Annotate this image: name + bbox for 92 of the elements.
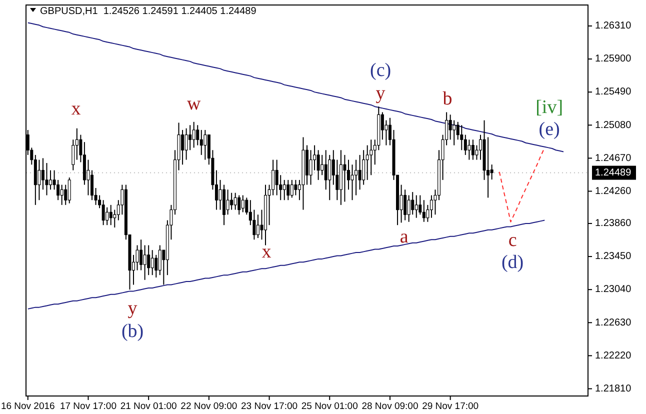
candlestick (346, 159, 350, 190)
candlestick (188, 124, 192, 151)
candlestick (275, 159, 278, 196)
candlestick (60, 184, 64, 206)
annotation: c (508, 230, 517, 252)
candlestick (286, 179, 290, 201)
candlestick (316, 150, 320, 180)
y-tick-label: 1.25490 (595, 86, 632, 98)
candlestick (354, 159, 358, 196)
candlestick (460, 124, 464, 151)
candlestick (147, 244, 150, 276)
y-tick-label: 1.25900 (595, 54, 632, 65)
candlestick (422, 200, 426, 222)
x-tick-label: 22 Nov 09:00 (180, 401, 238, 412)
candlestick (192, 121, 196, 148)
annotation: (d) (501, 252, 524, 274)
candlestick (294, 179, 298, 196)
candlestick (204, 129, 207, 160)
ref-line-label: 1.24489 (595, 167, 632, 178)
y-tick-label: 1.24260 (595, 186, 632, 197)
y-tick-label: 1.21810 (595, 383, 632, 394)
annotation: (c) (370, 60, 392, 81)
candlestick (238, 194, 241, 216)
candlestick (362, 150, 366, 186)
candlestick (109, 204, 112, 226)
candlestick (426, 204, 430, 222)
y-tick-label: 1.23450 (595, 251, 632, 262)
candlestick (328, 154, 332, 201)
y-tick-label: 1.25080 (595, 120, 632, 131)
candlestick (226, 189, 230, 216)
candlestick (150, 250, 154, 276)
candlestick (411, 192, 414, 216)
annotation: x (262, 242, 272, 263)
x-tick-label: 29 Nov 17:00 (422, 401, 479, 412)
y-tick-label: 1.23860 (595, 218, 632, 230)
candlestick (370, 139, 373, 176)
candlestick (343, 154, 346, 202)
candlestick (282, 179, 286, 201)
candlestick (404, 189, 407, 221)
annotation: (e) (538, 119, 560, 140)
candlestick (358, 154, 362, 190)
candlestick (414, 194, 418, 218)
candlestick (102, 200, 105, 226)
x-tick-label: 25 Nov 01:00 (301, 401, 358, 412)
x-tick-label: 16 Nov 2016 (0, 401, 55, 412)
candlestick (468, 139, 471, 160)
candlestick (256, 214, 260, 238)
annotation: a (400, 226, 409, 248)
x-tick-label: 28 Nov 09:00 (362, 401, 418, 412)
annotation: w (186, 93, 201, 114)
x-tick-label: 17 Nov 17:00 (60, 401, 116, 412)
candlestick (418, 194, 422, 216)
y-tick-label: 1.26310 (595, 20, 632, 32)
candlestick (471, 139, 474, 160)
chart-title: GBPUSD,H1 1.24526 1.24591 1.24405 1.24489 (40, 6, 257, 17)
candlestick (196, 124, 200, 146)
candlestick (68, 177, 71, 204)
candlestick (154, 254, 158, 278)
y-tick-label: 1.22630 (595, 317, 632, 328)
line-series (498, 147, 546, 222)
candlestick (106, 206, 109, 226)
candlestick (241, 194, 244, 213)
x-tick-label: 23 Nov 17:00 (241, 401, 298, 412)
annotation: y (376, 82, 386, 104)
annotation: b (442, 88, 452, 110)
candlestick (452, 120, 456, 146)
y-tick-label: 1.23040 (595, 284, 632, 296)
annotation: [iv] (536, 97, 564, 118)
candlestick (234, 192, 237, 210)
candlestick (49, 170, 52, 190)
candlestick (181, 129, 184, 166)
annotation: y (128, 298, 138, 319)
candlestick (407, 194, 410, 222)
candlestick (309, 150, 312, 186)
line-series (27, 22, 564, 152)
candlestick (230, 192, 234, 210)
candlestick (200, 129, 203, 156)
candlestick (143, 244, 146, 280)
candlestick (290, 179, 294, 198)
annotation: (b) (121, 320, 144, 342)
annotation: x (71, 98, 82, 120)
candlestick (72, 139, 75, 171)
candlestick (38, 159, 41, 201)
candlestick (140, 239, 143, 271)
candlestick (350, 164, 354, 201)
candlestick (90, 170, 94, 201)
candlestick (324, 150, 328, 190)
x-tick-label: 21 Nov 01:00 (120, 401, 177, 412)
y-tick-label: 1.24670 (595, 152, 632, 164)
y-tick-label: 1.22220 (595, 350, 632, 362)
candlestick (184, 128, 188, 160)
candlestick (490, 164, 494, 180)
